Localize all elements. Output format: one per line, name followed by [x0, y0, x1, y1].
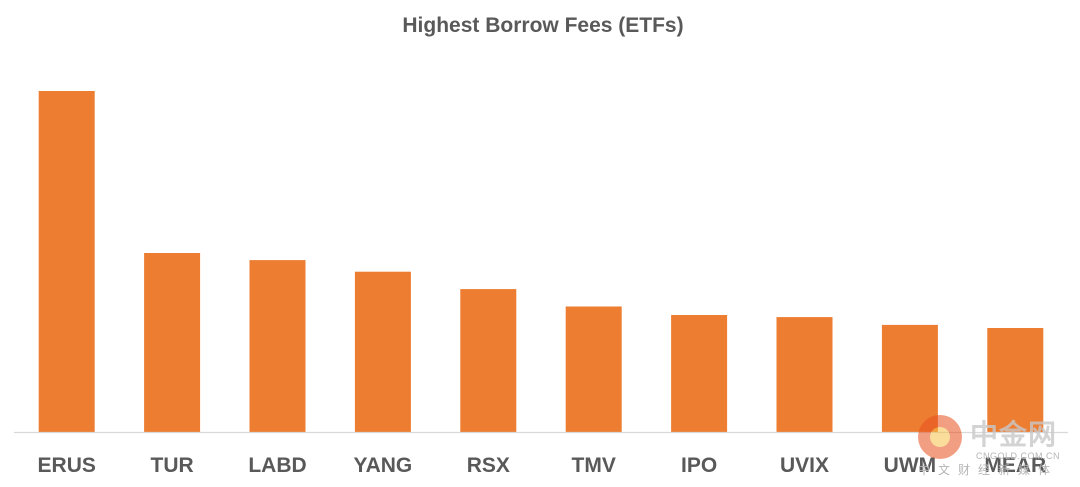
- x-tick-label-yang: YANG: [354, 454, 413, 477]
- watermark: 中金网 CNGOLD.COM.CN 中文财经新媒体: [918, 407, 1068, 479]
- x-tick-label-uwm: UWM: [884, 454, 936, 477]
- bar-mear: [987, 328, 1044, 432]
- watermark-name: 中金网: [970, 418, 1058, 451]
- x-tick-label-uvix: UVIX: [780, 454, 829, 477]
- watermark-logo-icon: [918, 415, 962, 459]
- bar-labd: [249, 260, 306, 432]
- bars-group: [38, 91, 1044, 432]
- category-labels-group: ERUS TUR LABD YANG RSX TMV IPO UVIX UWM MEAR: [38, 454, 1047, 477]
- watermark-tagline: 中文财经新媒体: [918, 463, 1059, 477]
- x-tick-label-mear: MEAR: [984, 454, 1046, 477]
- bar-tur: [144, 253, 201, 432]
- bar-rsx: [460, 289, 517, 432]
- chart-title: Highest Borrow Fees (ETFs): [402, 14, 684, 37]
- x-tick-label-rsx: RSX: [467, 454, 510, 477]
- bar-erus: [38, 91, 95, 432]
- bar-yang: [354, 271, 411, 432]
- bar-tmv: [565, 306, 622, 432]
- x-tick-label-erus: ERUS: [38, 454, 96, 477]
- bar-ipo: [671, 315, 728, 432]
- watermark-url: CNGOLD.COM.CN: [976, 451, 1061, 461]
- bar-uvix: [776, 317, 833, 432]
- x-tick-label-tmv: TMV: [572, 454, 616, 477]
- x-tick-label-tur: TUR: [151, 454, 194, 477]
- x-tick-label-labd: LABD: [248, 454, 306, 477]
- bar-uwm: [881, 324, 938, 432]
- x-tick-label-ipo: IPO: [681, 454, 717, 477]
